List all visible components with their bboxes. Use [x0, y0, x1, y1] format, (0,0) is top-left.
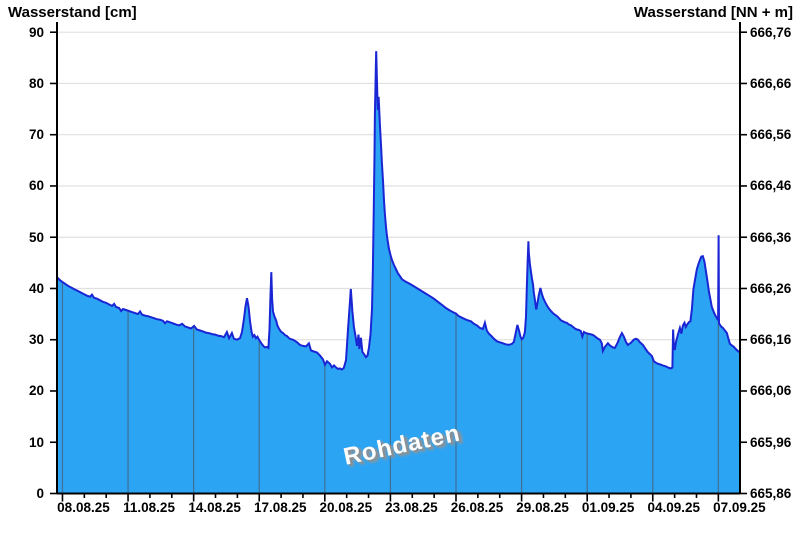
- y-left-tick-label: 80: [28, 75, 44, 91]
- y-right-tick-label: 666,46: [750, 178, 792, 194]
- x-tick-label: 26.08.25: [450, 500, 504, 515]
- y-left-tick-label: 10: [28, 434, 44, 450]
- x-tick-label: 20.08.25: [319, 500, 373, 515]
- y-left-tick-label: 30: [28, 332, 44, 348]
- water-level-area-series: [57, 51, 740, 494]
- axes: [56, 22, 741, 495]
- water-level-line: [56, 51, 741, 371]
- y-right-tick-label: 666,16: [750, 332, 792, 348]
- y-right-tick-label: 666,26: [750, 280, 792, 296]
- left-axis-title: Wasserstand [cm]: [8, 4, 137, 21]
- y-right-tick-label: 666,36: [750, 229, 792, 245]
- y-left-tick-label: 70: [28, 127, 44, 143]
- x-tick-label: 04.09.25: [647, 500, 701, 515]
- y-left-tick-label: 20: [28, 383, 44, 399]
- x-tick-label: 11.08.25: [123, 500, 175, 515]
- y-left-tick-label: 40: [28, 280, 44, 296]
- x-tick-label: 23.08.25: [385, 500, 438, 515]
- x-tick-label: 08.08.25: [57, 500, 110, 515]
- y-left-tick-label: 0: [36, 486, 44, 501]
- x-tick-label: 17.08.25: [253, 500, 307, 515]
- x-tick-label: 01.09.25: [581, 500, 635, 515]
- y-left-tick-label: 90: [28, 24, 44, 40]
- tick-marks: [50, 31, 747, 502]
- y-right-tick-label: 666,06: [750, 383, 792, 399]
- y-right-tick-label: 666,56: [750, 127, 792, 143]
- y-left-tick-label: 60: [28, 178, 44, 194]
- y-right-tick-label: 666,76: [750, 24, 792, 40]
- x-tick-label: 14.08.25: [188, 500, 241, 515]
- x-tick-label: 07.09.25: [713, 500, 766, 515]
- right-axis-title: Wasserstand [NN + m]: [633, 4, 793, 21]
- x-tick-label: 29.08.25: [516, 500, 569, 515]
- y-right-tick-label: 665,86: [750, 486, 792, 501]
- y-left-tick-label: 50: [28, 229, 44, 245]
- y-right-tick-label: 665,96: [750, 434, 792, 450]
- y-right-tick-label: 666,66: [750, 75, 792, 91]
